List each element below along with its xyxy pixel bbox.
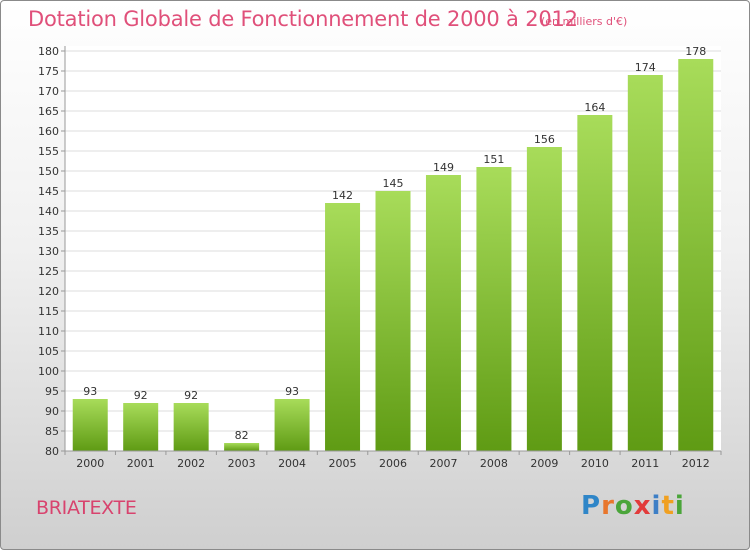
y-tick-label: 145 — [38, 185, 59, 198]
unit-note: (en milliers d'€) — [541, 15, 628, 28]
data-label: 82 — [235, 429, 249, 442]
logo-letter: x — [633, 491, 652, 521]
x-tick-label: 2011 — [631, 457, 659, 470]
x-tick-label: 2005 — [329, 457, 357, 470]
bar-2007 — [425, 175, 461, 451]
logo-letter: i — [674, 491, 685, 521]
data-label: 145 — [383, 177, 404, 190]
y-tick-label: 135 — [38, 225, 59, 238]
commune-name: BRIATEXTE — [36, 497, 137, 519]
bar-2012 — [678, 59, 714, 451]
x-tick-label: 2003 — [228, 457, 256, 470]
x-tick-label: 2012 — [682, 457, 710, 470]
x-tick-label: 2009 — [530, 457, 558, 470]
data-label: 92 — [134, 389, 148, 402]
x-tick-label: 2010 — [581, 457, 609, 470]
data-label: 151 — [483, 153, 504, 166]
logo-letter: P — [581, 491, 602, 521]
bar-2005 — [325, 203, 361, 451]
bar-2003 — [224, 443, 260, 451]
x-tick-label: 2006 — [379, 457, 407, 470]
y-tick-label: 180 — [38, 45, 59, 58]
y-tick-label: 175 — [38, 65, 59, 78]
data-label: 93 — [83, 385, 97, 398]
logo-letter: r — [601, 491, 615, 521]
bar-2008 — [476, 167, 512, 451]
bar-2011 — [627, 75, 663, 451]
bar-2002 — [173, 403, 209, 451]
data-label: 178 — [685, 45, 706, 58]
data-label: 174 — [635, 61, 656, 74]
bar-2004 — [274, 399, 310, 451]
chart-title: Dotation Globale de Fonctionnement de 20… — [28, 7, 578, 31]
proxiti-logo: Proxiti — [581, 491, 685, 521]
y-tick-label: 85 — [45, 425, 59, 438]
data-labels: 93 92 92 82 93 142 145 149 151 156 164 174 178 — [83, 45, 706, 442]
bar-2009 — [526, 147, 562, 451]
y-tick-label: 80 — [45, 445, 59, 458]
x-tick-label: 2001 — [127, 457, 155, 470]
bars — [72, 59, 714, 451]
data-label: 164 — [584, 101, 605, 114]
x-tick-label: 2004 — [278, 457, 306, 470]
y-tick-label: 160 — [38, 125, 59, 138]
y-tick-label: 140 — [38, 205, 59, 218]
data-label: 156 — [534, 133, 555, 146]
bar-2006 — [375, 191, 411, 451]
y-tick-label: 165 — [38, 105, 59, 118]
data-label: 149 — [433, 161, 454, 174]
bar-2010 — [577, 115, 613, 451]
y-tick-label: 170 — [38, 85, 59, 98]
y-tick-label: 110 — [38, 325, 59, 338]
logo-letter: i — [651, 491, 662, 521]
logo-letter: o — [614, 491, 634, 521]
x-axis-ticks: 2000 2001 2002 2003 2004 2005 2006 2007 2008 2009… — [64, 451, 722, 470]
y-axis-ticks: 80 85 90 95 100 105 110 115 120 125 130 135 140 145 15… — [38, 45, 65, 458]
y-tick-label: 100 — [38, 365, 59, 378]
bar-2000 — [72, 399, 108, 451]
x-tick-label: 2000 — [76, 457, 104, 470]
data-label: 93 — [285, 385, 299, 398]
y-tick-label: 130 — [38, 245, 59, 258]
x-tick-label: 2008 — [480, 457, 508, 470]
y-tick-label: 115 — [38, 305, 59, 318]
bar-2001 — [123, 403, 159, 451]
data-label: 142 — [332, 189, 353, 202]
logo-letter: t — [661, 491, 675, 521]
y-tick-label: 120 — [38, 285, 59, 298]
y-tick-label: 150 — [38, 165, 59, 178]
x-tick-label: 2007 — [429, 457, 457, 470]
y-tick-label: 155 — [38, 145, 59, 158]
y-tick-label: 105 — [38, 345, 59, 358]
y-tick-label: 125 — [38, 265, 59, 278]
data-label: 92 — [184, 389, 198, 402]
y-tick-label: 95 — [45, 385, 59, 398]
y-tick-label: 90 — [45, 405, 59, 418]
x-tick-label: 2002 — [177, 457, 205, 470]
